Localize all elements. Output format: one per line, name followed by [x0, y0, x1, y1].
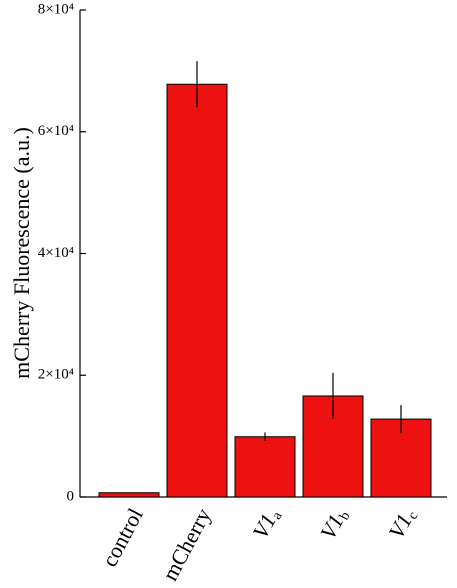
x-tick-label: control: [97, 504, 148, 571]
y-tick-label: 4×10⁴: [38, 245, 74, 261]
bar: [98, 492, 160, 498]
x-tick-label: mCherry: [157, 504, 216, 585]
y-axis-label: mCherry Fluorescence (a.u.): [9, 127, 34, 379]
bar: [166, 83, 228, 498]
bar: [234, 436, 296, 498]
y-tick-label: 2×10⁴: [38, 367, 74, 383]
y-tick-label: 6×10⁴: [38, 123, 74, 139]
y-tick-label: 0: [67, 488, 75, 504]
x-tick-label: V1a: [247, 503, 286, 544]
y-tick-label: 8×10⁴: [38, 1, 74, 17]
x-tick-label: V1c: [383, 504, 421, 544]
x-tick-label: V1b: [315, 504, 354, 545]
